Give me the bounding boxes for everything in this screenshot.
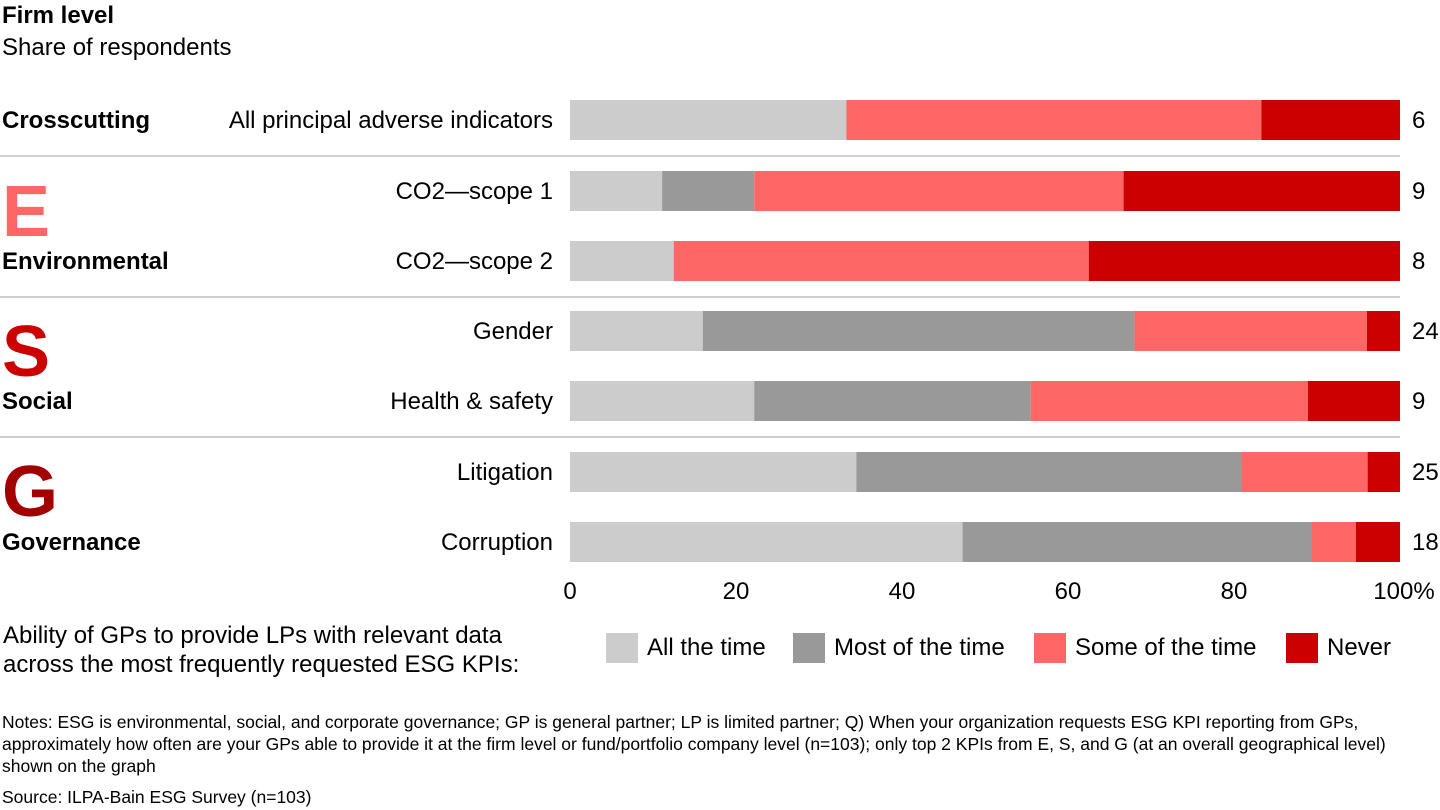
- x-tick-label: 40: [889, 578, 916, 605]
- category-label: Corruption: [441, 529, 553, 556]
- bar-segment: [1030, 381, 1308, 421]
- x-tick-label: 60: [1055, 578, 1082, 605]
- bar-segment: [570, 171, 663, 211]
- count-label: 9: [1412, 388, 1425, 415]
- bar-segment: [1134, 311, 1367, 351]
- bar-segment: [570, 452, 857, 492]
- bar-segment: [1261, 100, 1400, 140]
- group-letter: E: [2, 172, 50, 252]
- group-label: Social: [2, 388, 73, 415]
- bar-segment: [662, 171, 755, 211]
- bar-segment: [673, 241, 1089, 281]
- bar-segment: [846, 100, 1262, 140]
- count-label: 9: [1412, 178, 1425, 205]
- group-label: Environmental: [2, 248, 169, 275]
- category-label: All principal adverse indicators: [229, 107, 553, 134]
- bar-segment: [754, 171, 1124, 211]
- source-text: Source: ILPA-Bain ESG Survey (n=103): [2, 787, 312, 807]
- bar-segment: [570, 100, 847, 140]
- x-tick-label: 20: [723, 578, 750, 605]
- notes-text: Notes: ESG is environmental, social, and…: [2, 712, 1386, 776]
- count-label: 8: [1412, 248, 1425, 275]
- group-letter: S: [2, 312, 50, 392]
- group-letter: G: [2, 452, 58, 532]
- legend-description: Ability of GPs to provide LPs with relev…: [3, 622, 520, 678]
- bar-segment: [1367, 452, 1400, 492]
- legend-item-most-of-the-time: Most of the time: [793, 632, 1005, 664]
- legend-label: Some of the time: [1075, 634, 1257, 661]
- count-label: 18: [1412, 529, 1439, 556]
- legend-item-all-the-time: All the time: [606, 632, 766, 664]
- category-label: CO2—scope 1: [396, 178, 553, 205]
- bar-segment: [1366, 311, 1400, 351]
- legend-label: Never: [1327, 634, 1392, 661]
- bar-segment: [570, 381, 755, 421]
- bar-segment: [1356, 522, 1400, 562]
- group-label: Crosscutting: [2, 107, 150, 134]
- x-tick-label: 80: [1221, 578, 1248, 605]
- x-tick-label: 100%: [1373, 578, 1434, 605]
- bar-segment: [1312, 522, 1357, 562]
- category-label: Health & safety: [390, 388, 553, 415]
- bar-segment: [962, 522, 1313, 562]
- bar-segment: [570, 311, 703, 351]
- category-label: Litigation: [457, 459, 553, 486]
- legend-swatch: [1034, 633, 1066, 663]
- count-label: 25: [1412, 459, 1439, 486]
- bar-segment: [1307, 381, 1400, 421]
- legend-swatch: [606, 633, 638, 663]
- chart-subtitle: Share of respondents: [2, 34, 232, 61]
- stacked-bar-chart: All principal adverse indicators 6 CO2—sco…: [0, 100, 1439, 605]
- legend-item-never: Never: [1286, 632, 1391, 664]
- count-label: 24: [1412, 318, 1439, 345]
- bar-segment: [702, 311, 1135, 351]
- category-label: CO2—scope 2: [396, 248, 553, 275]
- group-label: Governance: [2, 529, 141, 556]
- legend-item-some-of-the-time: Some of the time: [1034, 632, 1256, 664]
- bar-segment: [1123, 171, 1400, 211]
- legend-swatch: [1286, 633, 1318, 663]
- bar-segment: [570, 522, 963, 562]
- legend-swatch: [793, 633, 825, 663]
- category-label: Gender: [473, 318, 553, 345]
- bar-segment: [570, 241, 674, 281]
- bar-segment: [856, 452, 1242, 492]
- legend-label: Most of the time: [834, 634, 1005, 661]
- chart-title: Firm level: [2, 2, 115, 29]
- count-label: 6: [1412, 107, 1425, 134]
- bar-segment: [1241, 452, 1368, 492]
- bar-segment: [1088, 241, 1400, 281]
- x-tick-label: 0: [563, 578, 576, 605]
- legend-label: All the time: [647, 634, 766, 661]
- bar-segment: [754, 381, 1031, 421]
